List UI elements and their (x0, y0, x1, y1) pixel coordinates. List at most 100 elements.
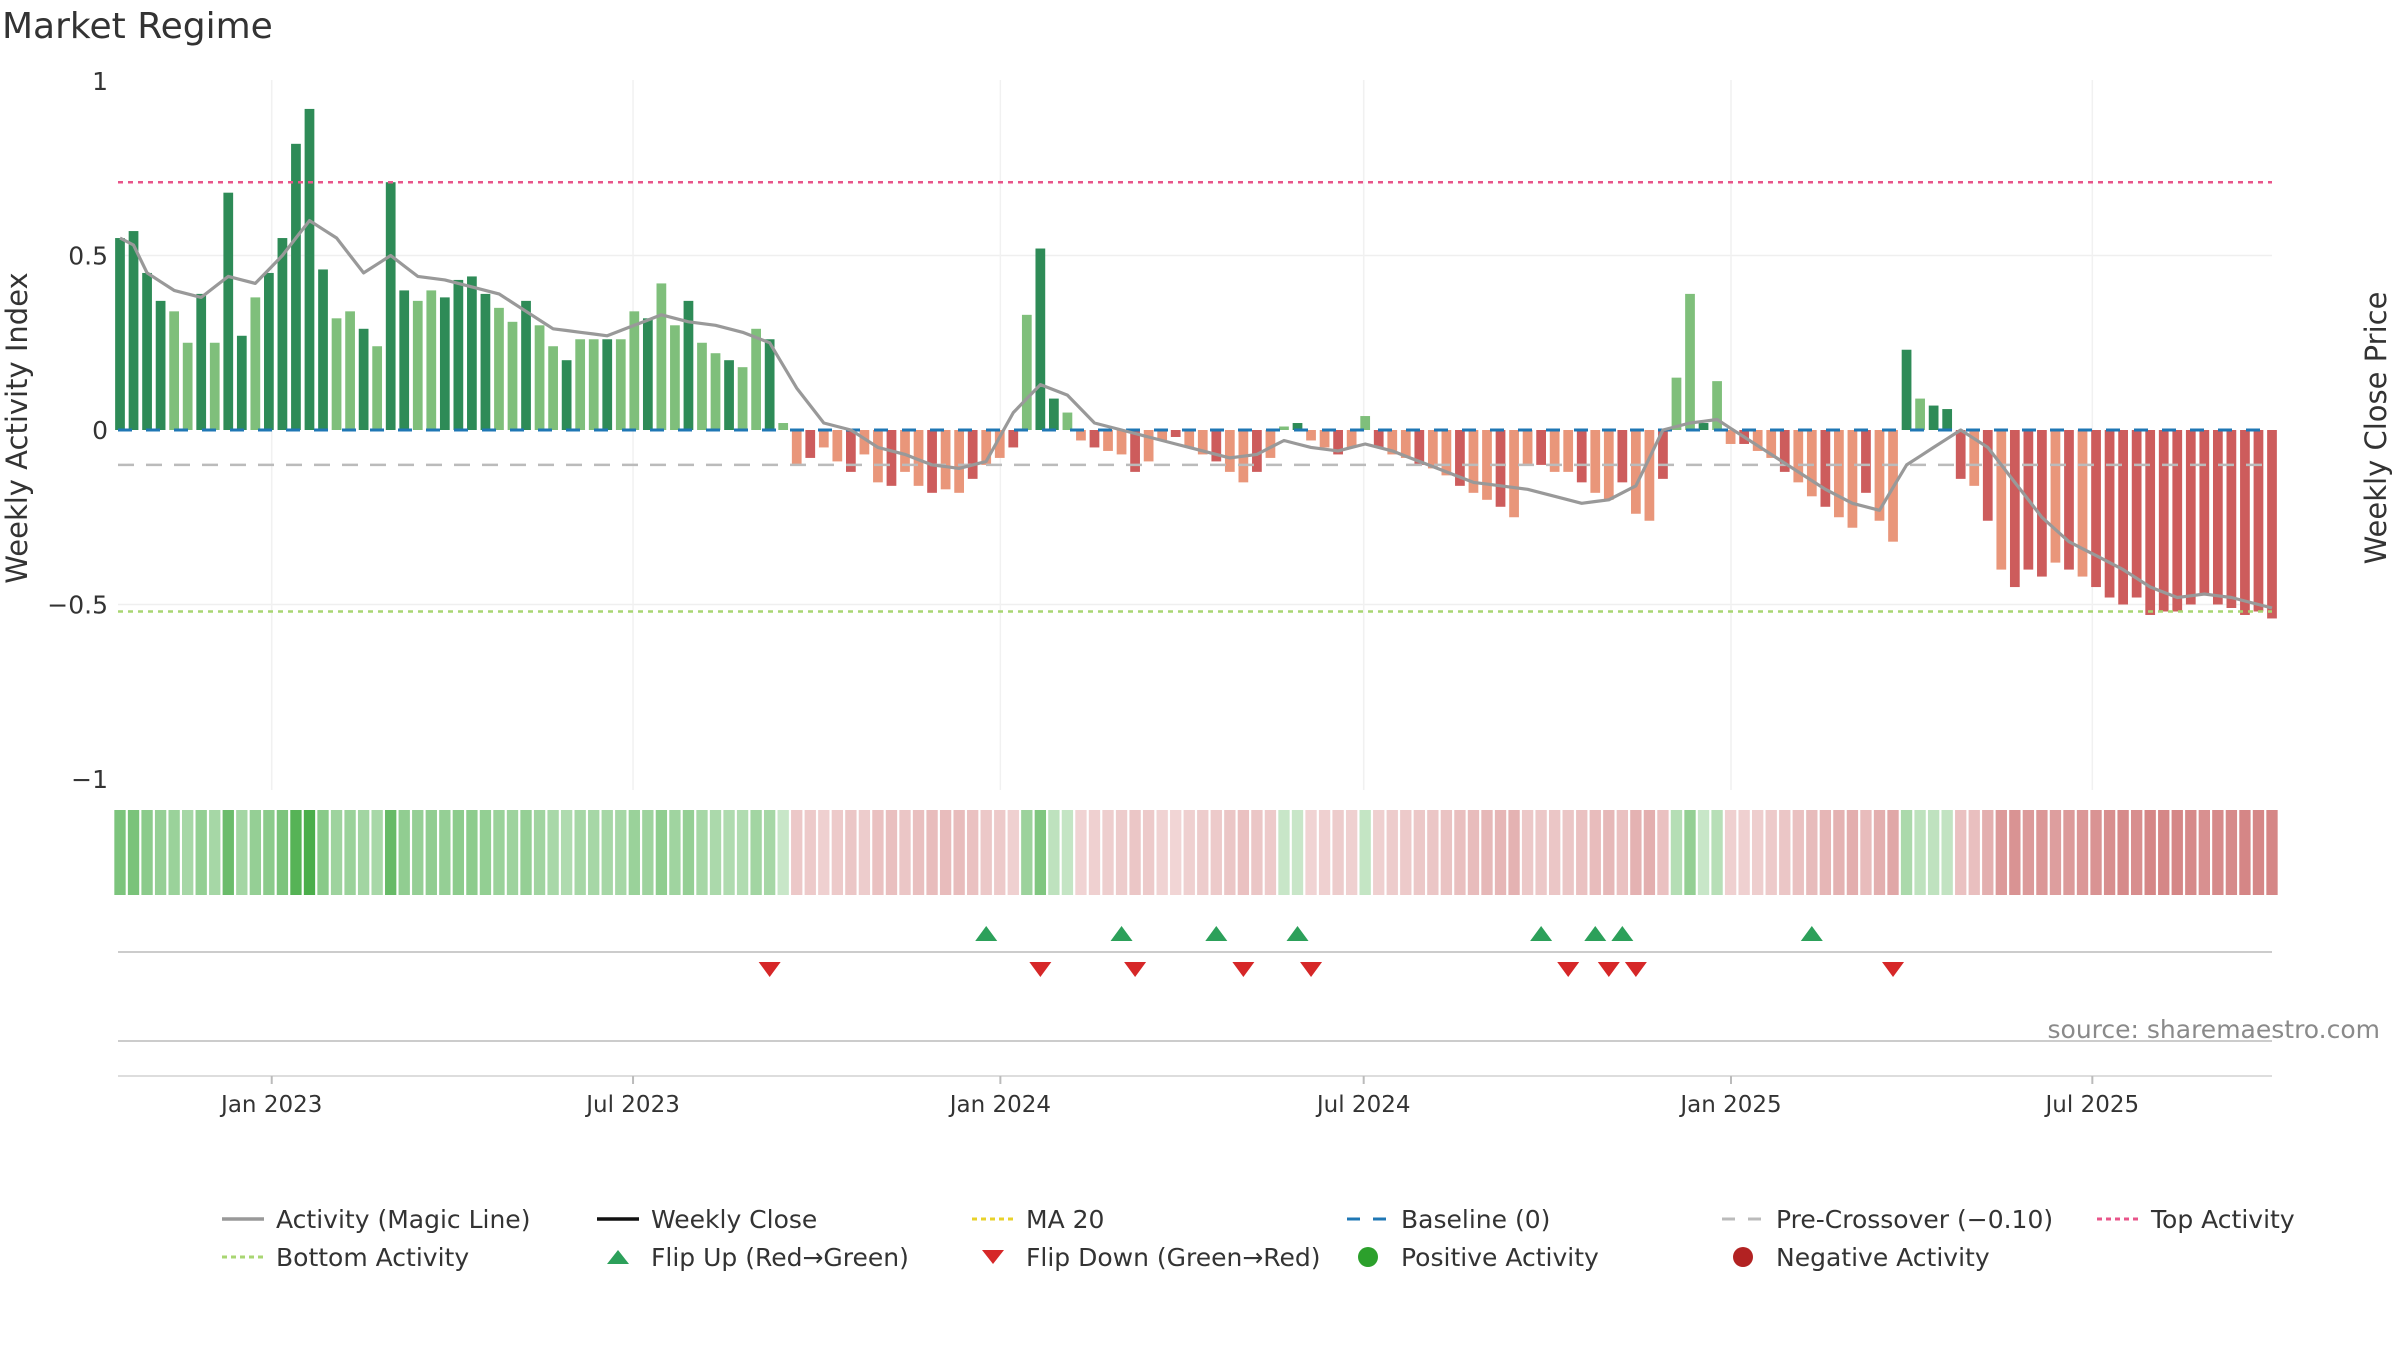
activity-bar (2212, 430, 2223, 605)
y-left-tick-label: −1 (71, 765, 108, 794)
y-left-tick-label: −0.5 (47, 591, 108, 620)
legend-item: Activity (Magic Line) (210, 1205, 585, 1234)
regime-strip-cell (1995, 810, 2007, 895)
regime-strip-cell (533, 810, 546, 895)
activity-bar (439, 297, 450, 430)
regime-strip-cell (1440, 810, 1453, 895)
regime-strip-cell (750, 810, 762, 895)
regime-strip-cell (506, 810, 519, 895)
activity-bar (2091, 430, 2101, 588)
regime-strip-cell (330, 810, 343, 895)
activity-bar (1143, 430, 1154, 462)
regime-strip-cell (195, 810, 207, 895)
activity-bar (426, 290, 437, 430)
activity-bar (453, 279, 464, 430)
regime-strip-cell (547, 810, 559, 895)
regime-strip-cell (168, 810, 180, 895)
regime-strip-cell (1467, 810, 1480, 895)
activity-bar (1712, 381, 1722, 430)
regime-strip-cell (1549, 810, 1561, 895)
regime-strip-cell (1724, 810, 1737, 895)
activity-bar (791, 430, 802, 465)
regime-strip (114, 810, 2278, 895)
flip-up-marker (975, 926, 998, 941)
regime-strip-cell (520, 810, 532, 895)
activity-bar (1549, 430, 1560, 472)
legend-label: Flip Up (Red→Green) (651, 1242, 909, 1272)
activity-bar (1441, 430, 1452, 476)
regime-strip-cell (1535, 810, 1547, 895)
activity-bar (1427, 430, 1438, 469)
regime-strip-cell (1427, 810, 1439, 895)
legend-symbol (1358, 1247, 1378, 1267)
legend-label: Baseline (0) (1401, 1204, 1551, 1234)
legend-label: Pre-Crossover (−0.10) (1776, 1204, 2054, 1234)
activity-bar (1089, 430, 1100, 448)
regime-strip-cell (804, 810, 816, 895)
flip-up-marker (1530, 926, 1553, 941)
activity-bar (1319, 430, 1330, 448)
activity-bar (1752, 430, 1763, 451)
regime-strip-cell (967, 810, 979, 895)
regime-strip-cell (615, 810, 627, 895)
regime-strip-cell (1941, 810, 1953, 895)
legend-item: MA 20 (960, 1205, 1335, 1234)
activity-bar (1671, 377, 1682, 430)
flip-down-marker (758, 962, 781, 977)
x-tick-label: Jul 2025 (2044, 1092, 2140, 1118)
y-left-tick-label: 1 (92, 67, 108, 96)
regime-strip-cell (2036, 810, 2048, 895)
regime-strip-cell (926, 810, 938, 895)
regime-strip-cell (1887, 810, 1899, 895)
regime-strip-cell (2171, 810, 2183, 895)
regime-strip-cell (994, 810, 1006, 895)
activity-bar (236, 335, 247, 430)
regime-strip-cell (2212, 810, 2224, 895)
regime-strip-cell (669, 810, 681, 895)
regime-strip-cell (1264, 810, 1277, 895)
axes: 10.50−0.5−121.0020.0019.0018.0017.0016.0… (47, 67, 108, 794)
activity-bar (832, 430, 843, 462)
regime-strip-cell (439, 810, 451, 895)
legend-item: Positive Activity (1335, 1243, 1710, 1272)
activity-bar (1062, 412, 1073, 430)
regime-strip-cell (1034, 810, 1047, 895)
activity-bar (1292, 423, 1303, 430)
activity-bar (1333, 430, 1343, 455)
regime-strip-cell (1765, 810, 1777, 895)
activity-bar (412, 300, 423, 430)
flip-up-marker (1205, 926, 1228, 941)
activity-bar (670, 325, 680, 430)
regime-strip-cell (1400, 810, 1412, 895)
regime-strip-cell (1021, 810, 1033, 895)
activity-bar (656, 283, 667, 430)
activity-bar (737, 367, 748, 430)
reference-lines (118, 180, 2272, 613)
regime-strip-cell (912, 810, 925, 895)
activity-bar (1820, 430, 1831, 507)
regime-strip-cell (1278, 810, 1290, 895)
regime-strip-cell (899, 810, 911, 895)
activity-bar (2267, 430, 2277, 619)
legend-symbol (597, 1217, 639, 1221)
activity-bar (954, 430, 965, 493)
legend: Activity (Magic Line) Weekly Close MA 20 Ba… (210, 1204, 2370, 1272)
flip-up-marker (1584, 926, 1607, 941)
activity-bar (1373, 430, 1384, 448)
legend-symbol (1733, 1247, 1753, 1267)
regime-strip-cell (682, 810, 695, 895)
activity-bar (277, 238, 288, 430)
regime-strip-cell (953, 810, 965, 895)
activity-bar (764, 339, 775, 430)
activity-bar (2077, 430, 2088, 577)
activity-bar (1955, 430, 1966, 479)
activity-bar (710, 353, 721, 430)
legend-item: Baseline (0) (1335, 1204, 1710, 1234)
activity-bar (480, 293, 491, 430)
legend-symbol (1347, 1217, 1389, 1221)
regime-strip-cell (249, 810, 262, 895)
activity-bar (859, 430, 870, 455)
activity-bar (1996, 430, 2007, 570)
activity-bar (291, 143, 301, 430)
